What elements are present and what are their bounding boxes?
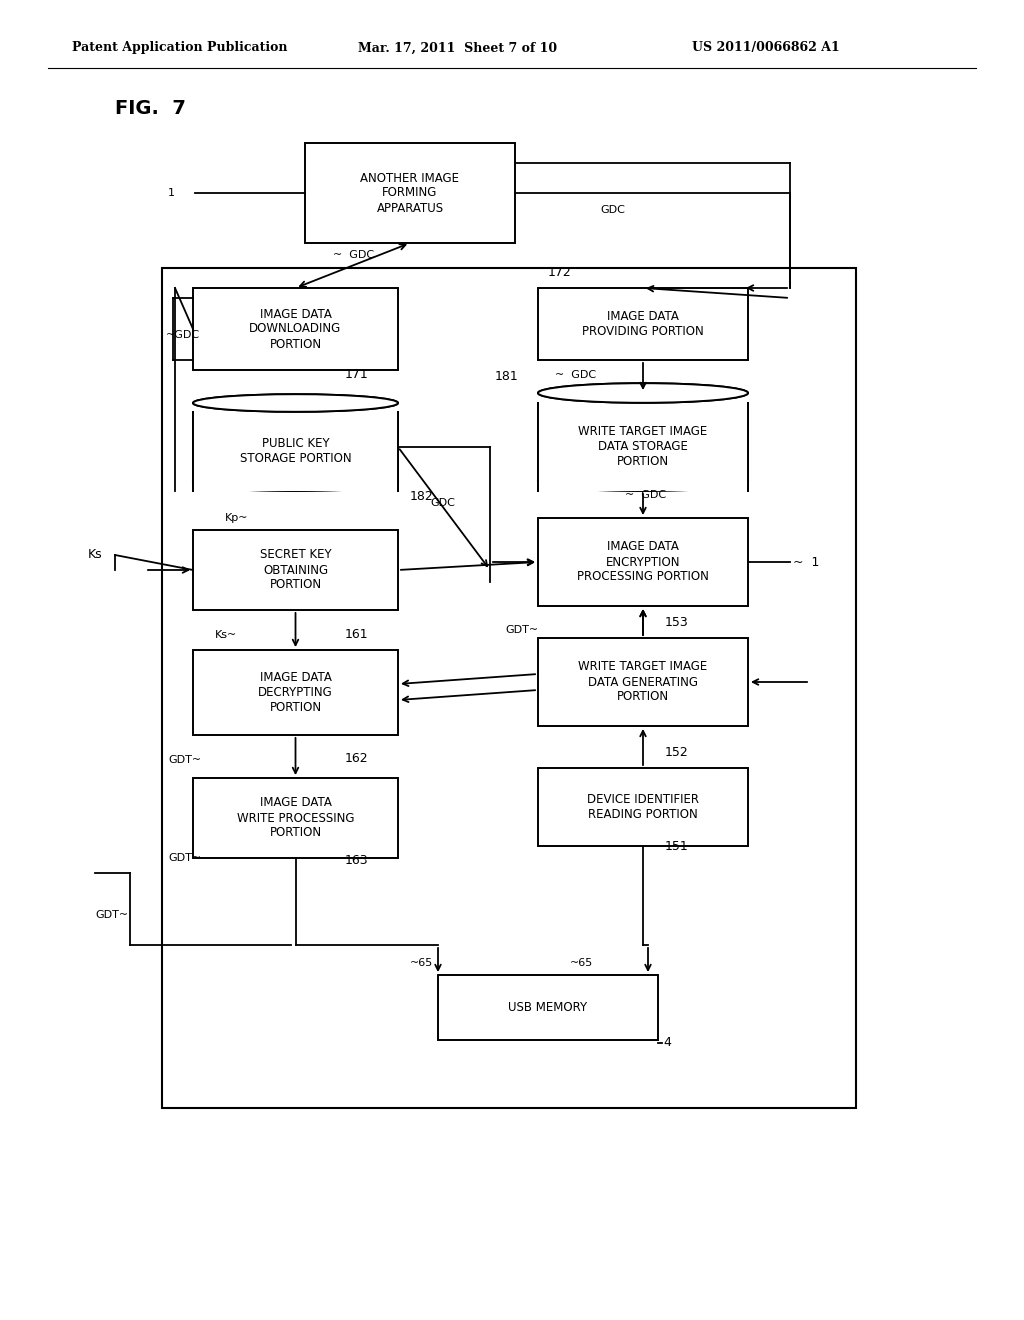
Text: 161: 161 — [345, 627, 369, 640]
Text: Ks~: Ks~ — [215, 630, 238, 640]
Text: WRITE TARGET IMAGE
DATA GENERATING
PORTION: WRITE TARGET IMAGE DATA GENERATING PORTI… — [579, 660, 708, 704]
Text: ANOTHER IMAGE
FORMING
APPARATUS: ANOTHER IMAGE FORMING APPARATUS — [360, 172, 460, 214]
Text: 181: 181 — [495, 371, 519, 384]
Text: USB MEMORY: USB MEMORY — [509, 1001, 588, 1014]
Ellipse shape — [538, 383, 748, 403]
Text: FIG.  7: FIG. 7 — [115, 99, 186, 117]
Ellipse shape — [193, 395, 398, 412]
Text: ~GDC: ~GDC — [166, 330, 200, 341]
Bar — [162, 268, 856, 1107]
Text: GDT~: GDT~ — [505, 624, 539, 635]
Bar — [193, 777, 398, 858]
Text: 162: 162 — [345, 751, 369, 764]
Text: PUBLIC KEY
STORAGE PORTION: PUBLIC KEY STORAGE PORTION — [240, 437, 351, 466]
Text: IMAGE DATA
WRITE PROCESSING
PORTION: IMAGE DATA WRITE PROCESSING PORTION — [237, 796, 354, 840]
Ellipse shape — [193, 395, 398, 412]
Text: ~65: ~65 — [410, 958, 433, 968]
Text: GDC: GDC — [600, 205, 625, 215]
Bar — [193, 412, 398, 491]
Text: Patent Application Publication: Patent Application Publication — [72, 41, 288, 54]
Bar — [538, 517, 748, 606]
Ellipse shape — [538, 383, 748, 403]
Text: GDT~: GDT~ — [168, 853, 201, 863]
Text: IMAGE DATA
ENCRYPTION
PROCESSING PORTION: IMAGE DATA ENCRYPTION PROCESSING PORTION — [578, 540, 709, 583]
Bar — [193, 288, 398, 370]
Text: 153: 153 — [665, 615, 689, 628]
Text: 182: 182 — [410, 491, 434, 503]
Bar — [193, 531, 398, 610]
Text: 4: 4 — [663, 1036, 671, 1049]
Bar — [538, 403, 748, 491]
Bar — [538, 638, 748, 726]
Bar — [193, 649, 398, 735]
Text: ~65: ~65 — [570, 958, 593, 968]
Text: GDT~: GDT~ — [95, 909, 128, 920]
Text: DEVICE IDENTIFIER
READING PORTION: DEVICE IDENTIFIER READING PORTION — [587, 793, 699, 821]
Bar — [538, 403, 748, 491]
Text: Kp~: Kp~ — [225, 513, 249, 523]
Text: US 2011/0066862 A1: US 2011/0066862 A1 — [692, 41, 840, 54]
Bar — [193, 412, 398, 491]
Text: 171: 171 — [345, 367, 369, 380]
Text: 152: 152 — [665, 746, 689, 759]
Text: Ks: Ks — [88, 549, 102, 561]
Text: WRITE TARGET IMAGE
DATA STORAGE
PORTION: WRITE TARGET IMAGE DATA STORAGE PORTION — [579, 425, 708, 469]
Text: GDT~: GDT~ — [168, 755, 201, 766]
Bar — [538, 768, 748, 846]
Text: ~  GDC: ~ GDC — [625, 490, 667, 500]
Text: Mar. 17, 2011  Sheet 7 of 10: Mar. 17, 2011 Sheet 7 of 10 — [358, 41, 557, 54]
Text: ~  1: ~ 1 — [793, 556, 819, 569]
Text: IMAGE DATA
PROVIDING PORTION: IMAGE DATA PROVIDING PORTION — [582, 310, 703, 338]
Text: IMAGE DATA
DECRYPTING
PORTION: IMAGE DATA DECRYPTING PORTION — [258, 671, 333, 714]
Text: 163: 163 — [345, 854, 369, 866]
Text: IMAGE DATA
DOWNLOADING
PORTION: IMAGE DATA DOWNLOADING PORTION — [250, 308, 342, 351]
Text: 151: 151 — [665, 840, 689, 853]
Text: SECRET KEY
OBTAINING
PORTION: SECRET KEY OBTAINING PORTION — [260, 549, 332, 591]
Bar — [438, 975, 658, 1040]
Bar — [538, 288, 748, 360]
Text: ~  GDC: ~ GDC — [333, 249, 374, 260]
Text: 172: 172 — [548, 265, 571, 279]
Text: 1: 1 — [168, 187, 175, 198]
Bar — [305, 143, 515, 243]
Text: GDC: GDC — [430, 498, 455, 508]
Text: ~  GDC: ~ GDC — [555, 370, 596, 380]
